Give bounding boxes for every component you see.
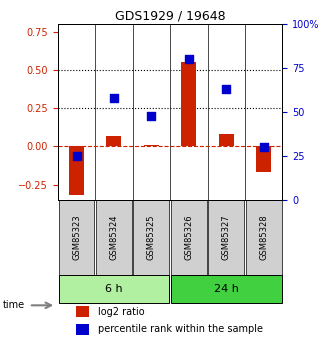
Text: GSM85327: GSM85327 — [222, 215, 231, 260]
Text: log2 ratio: log2 ratio — [98, 307, 145, 317]
Text: GSM85325: GSM85325 — [147, 215, 156, 260]
Point — [186, 57, 191, 62]
Bar — [69, 147, 84, 195]
Bar — [76, 306, 89, 317]
Point — [149, 113, 154, 118]
Bar — [256, 147, 271, 172]
Text: percentile rank within the sample: percentile rank within the sample — [98, 324, 263, 334]
Text: 6 h: 6 h — [105, 284, 123, 294]
Text: 24 h: 24 h — [214, 284, 239, 294]
FancyBboxPatch shape — [58, 200, 94, 275]
Text: time: time — [3, 300, 25, 310]
Text: GSM85323: GSM85323 — [72, 215, 81, 260]
Bar — [144, 145, 159, 147]
FancyBboxPatch shape — [208, 200, 244, 275]
Point — [261, 145, 266, 150]
Bar — [181, 62, 196, 147]
Point — [74, 153, 79, 159]
FancyBboxPatch shape — [171, 275, 282, 303]
FancyBboxPatch shape — [171, 200, 207, 275]
Text: GSM85328: GSM85328 — [259, 215, 268, 260]
Bar — [219, 134, 234, 147]
Text: GSM85324: GSM85324 — [109, 215, 118, 260]
FancyBboxPatch shape — [96, 200, 132, 275]
FancyBboxPatch shape — [246, 200, 282, 275]
Title: GDS1929 / 19648: GDS1929 / 19648 — [115, 10, 225, 23]
FancyBboxPatch shape — [134, 200, 169, 275]
Text: GSM85326: GSM85326 — [184, 215, 193, 260]
Bar — [76, 324, 89, 335]
FancyBboxPatch shape — [58, 275, 169, 303]
Bar — [107, 136, 121, 147]
Point — [111, 95, 117, 101]
Point — [224, 87, 229, 92]
